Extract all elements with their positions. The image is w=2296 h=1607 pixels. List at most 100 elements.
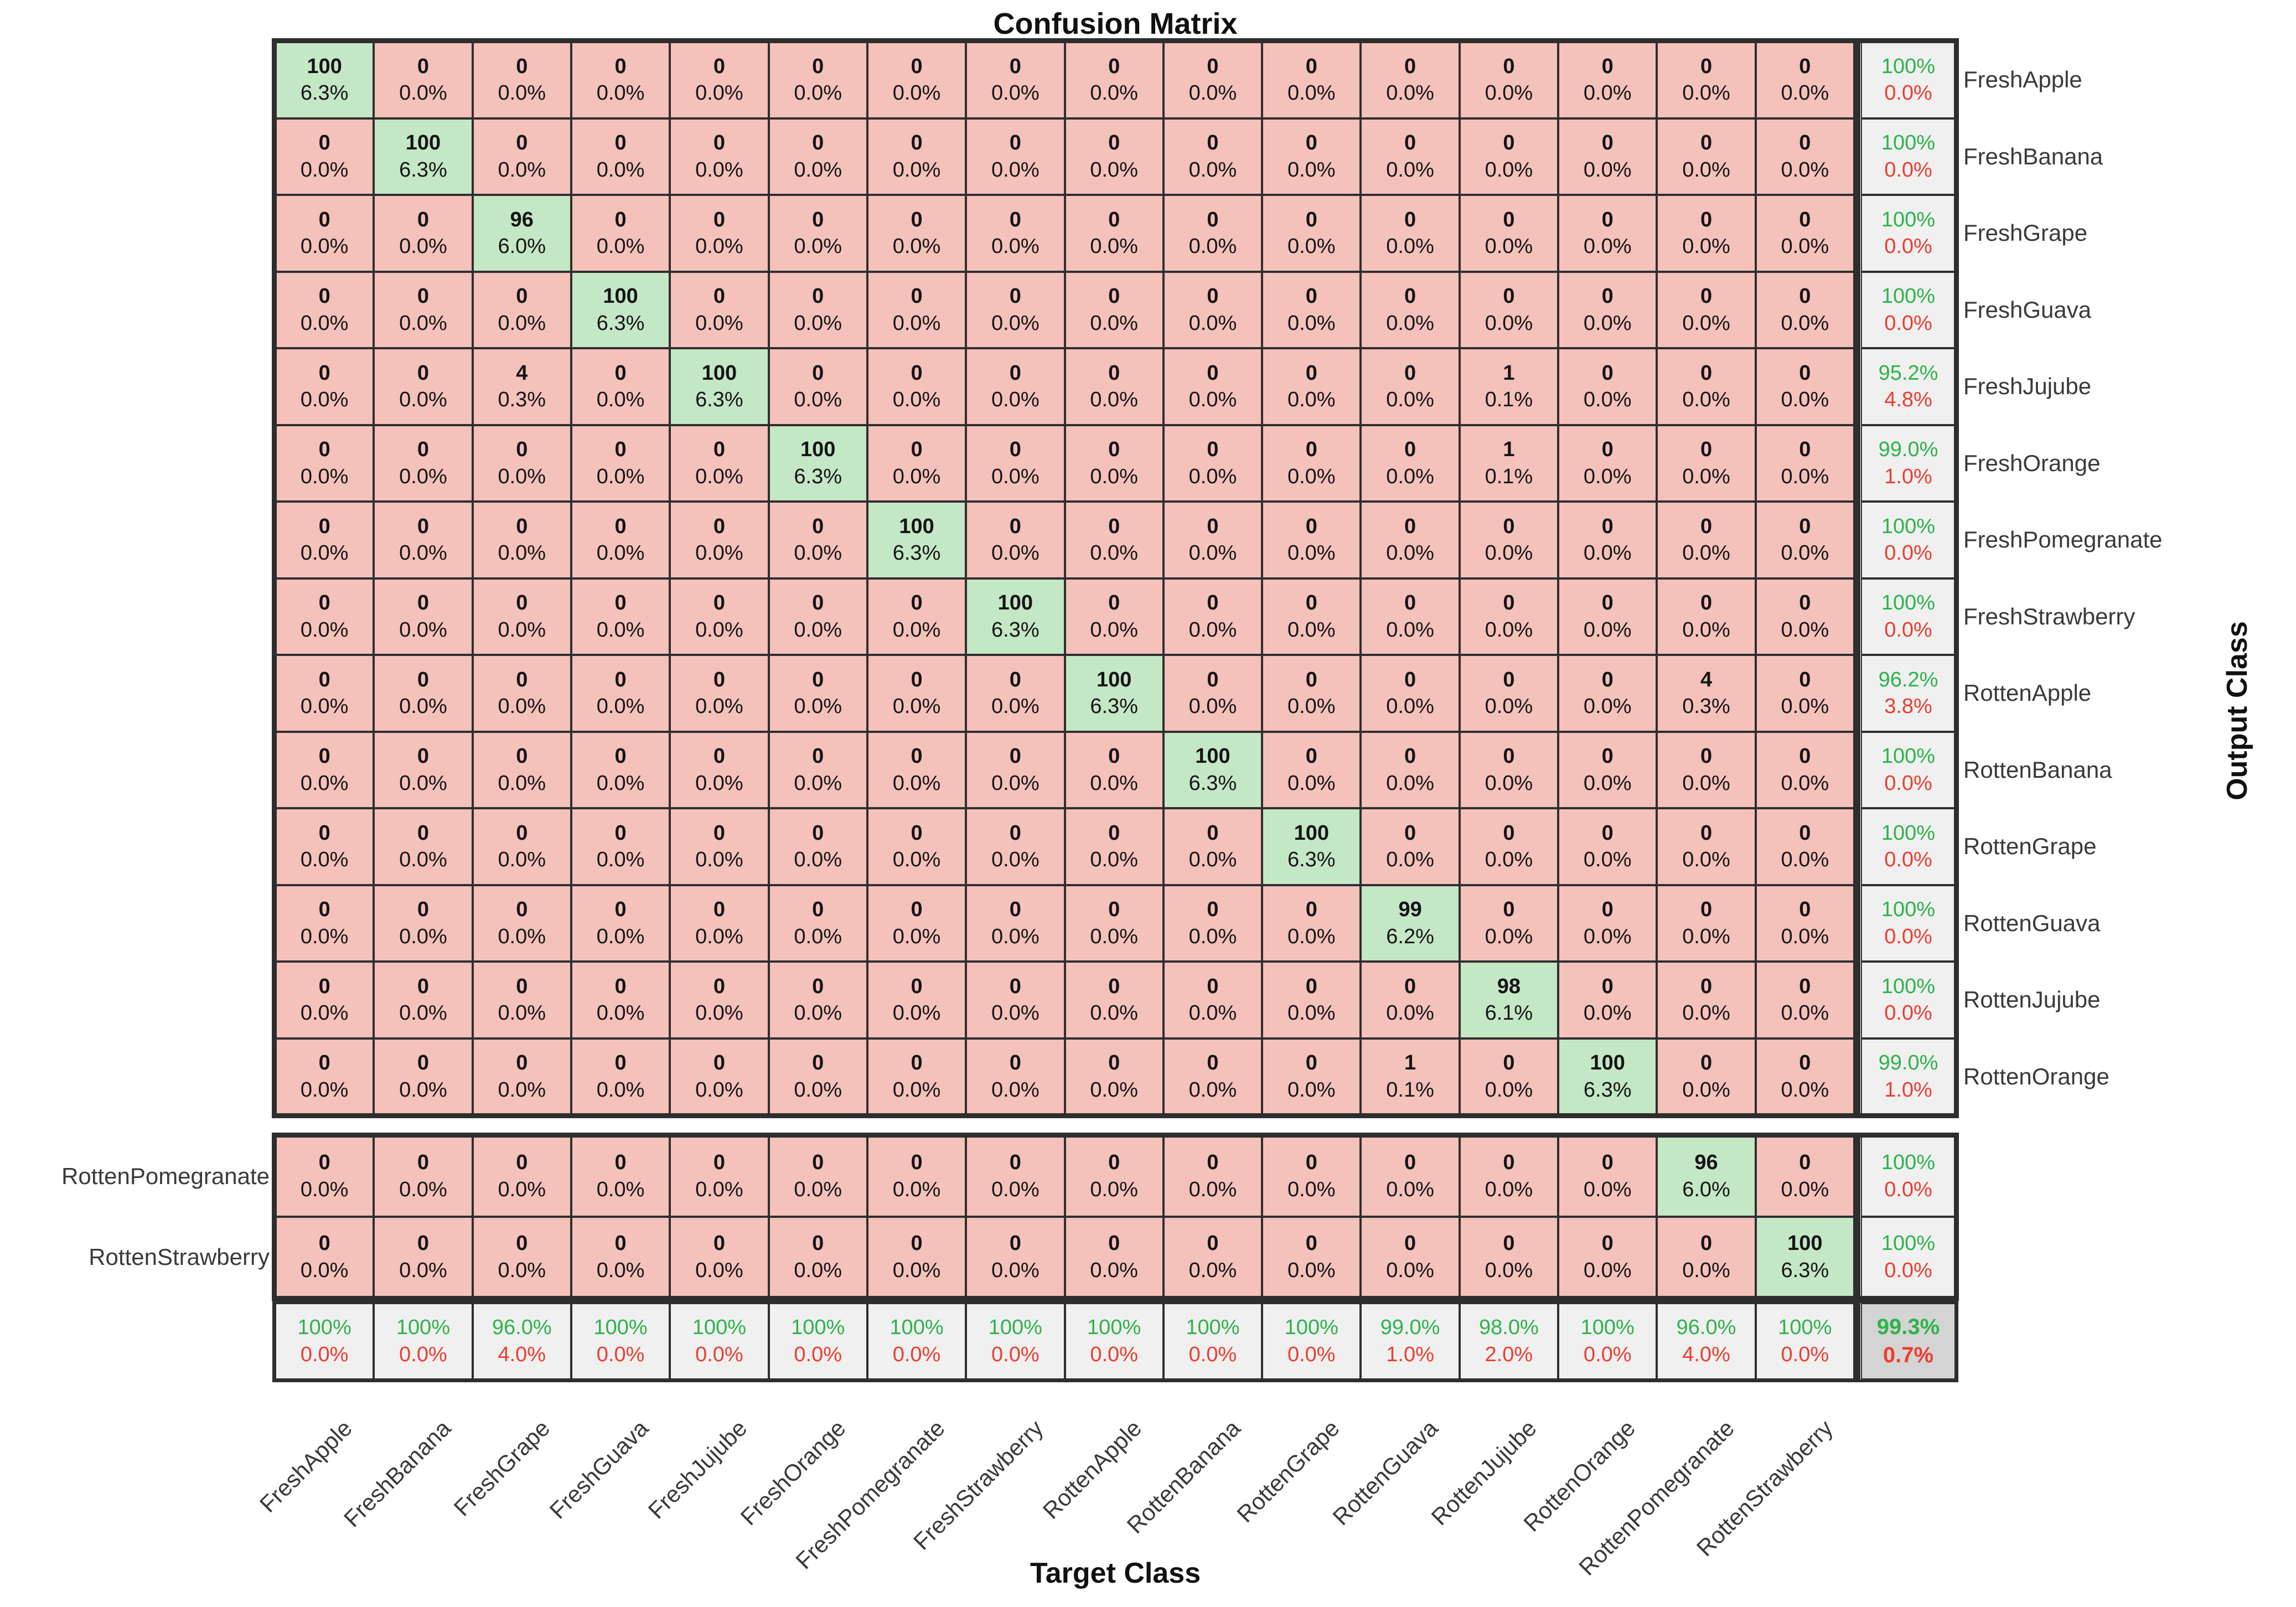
cell-percent: 0.0% <box>1682 235 1730 259</box>
cell-count: 0 <box>318 898 330 922</box>
matrix-cell: 0 0.0% <box>1163 118 1263 195</box>
cell-count: 0 <box>1108 131 1120 155</box>
matrix-cell: 0 0.0% <box>275 271 374 348</box>
cell-count: 0 <box>911 1051 923 1075</box>
cell-count: 0 <box>417 285 430 308</box>
cell-percent: 0.0% <box>399 1259 447 1282</box>
matrix-cell: 0 0.0% <box>1558 271 1657 348</box>
matrix-cell: 1 0.1% <box>1361 1038 1460 1115</box>
cell-percent: 0.0% <box>1884 1001 1932 1025</box>
matrix-cell: 0 0.0% <box>1163 195 1263 272</box>
cell-count: 0 <box>713 898 725 922</box>
cell-count: 0 <box>1009 821 1021 845</box>
cell-percent: 0.0% <box>695 848 743 872</box>
matrix-cell: 0 0.0% <box>670 1038 769 1115</box>
cell-count: 0 <box>713 591 725 615</box>
cell-percent: 6.1% <box>1485 1001 1533 1025</box>
matrix-cell: 0 0.0% <box>374 195 473 272</box>
matrix-cell: 0 0.0% <box>1755 731 1854 808</box>
col-summary-cell: 100% 0.0% <box>768 1303 867 1379</box>
cell-percent: 0.0% <box>1884 618 1932 642</box>
cell-count: 0 <box>1700 514 1713 538</box>
cell-percent: 0.0% <box>300 1178 349 1201</box>
cell-count: 0 <box>1009 361 1021 385</box>
matrix-cell: 0 0.0% <box>1064 502 1163 578</box>
cell-percent: 4.0% <box>1682 1343 1730 1366</box>
cell-percent: 0.0% <box>991 1078 1040 1102</box>
cell-count: 0 <box>1404 208 1416 231</box>
matrix-cell: 0 0.0% <box>1163 578 1263 655</box>
matrix-cell: 1 0.1% <box>1459 425 1559 502</box>
cell-percent: 0.0% <box>1090 924 1138 948</box>
cell-percent: 0.0% <box>991 158 1040 182</box>
matrix-cell: 0 0.0% <box>571 118 670 195</box>
cell-percent: 0.0% <box>596 235 645 259</box>
cell-percent: 0.0% <box>1090 1343 1138 1366</box>
cell-count: 0 <box>911 974 923 998</box>
matrix-cell: 0 0.0% <box>1262 885 1361 962</box>
cell-count: 0 <box>1305 745 1317 768</box>
cell-percent: 0.0% <box>1188 158 1237 182</box>
matrix-cell: 0 0.0% <box>571 195 670 272</box>
cell-count: 0 <box>318 745 330 768</box>
matrix-cell: 0 0.0% <box>472 42 571 118</box>
cell-percent: 0.0% <box>1188 1259 1237 1282</box>
cell-count: 0 <box>1207 1051 1219 1075</box>
cell-percent: 0.0% <box>498 1259 546 1282</box>
cell-percent: 0.0% <box>892 464 941 488</box>
cell-count: 0 <box>614 54 627 78</box>
cell-count: 0 <box>713 438 725 462</box>
matrix-cell: 0 0.0% <box>1262 195 1361 272</box>
cell-percent: 0.0% <box>1781 695 1829 719</box>
cell-percent: 0.0% <box>892 1178 941 1201</box>
col-summary-cell: 100% 0.0% <box>571 1303 670 1379</box>
matrix-cell: 0 0.0% <box>768 271 867 348</box>
cell-percent: 0.0% <box>1287 618 1336 642</box>
cell-count: 0 <box>614 898 627 922</box>
cell-count: 0 <box>516 1151 528 1175</box>
matrix-cell: 100 6.3% <box>1755 1217 1854 1298</box>
cell-count: 100% <box>297 1316 351 1340</box>
row-label-RottenPomegranate: RottenPomegranate <box>61 1163 270 1189</box>
matrix-cell: 0 0.0% <box>1459 731 1559 808</box>
cell-count: 0 <box>1700 974 1713 998</box>
cell-percent: 0.0% <box>1188 1178 1237 1201</box>
cell-count: 0 <box>1799 131 1811 155</box>
matrix-cell: 0 0.0% <box>1558 885 1657 962</box>
cell-count: 0 <box>1700 1051 1713 1075</box>
col-label-RottenApple: RottenApple <box>1038 1415 1147 1524</box>
matrix-cell: 0 0.0% <box>1755 271 1854 348</box>
row-summary-cell: 100% 0.0% <box>1861 42 1956 118</box>
cell-count: 0 <box>713 668 725 691</box>
cell-percent: 0.0% <box>1287 771 1336 795</box>
matrix-cell: 0 0.0% <box>275 655 374 732</box>
cell-percent: 0.0% <box>1781 1078 1829 1102</box>
cell-count: 100% <box>593 1316 648 1340</box>
matrix-cell: 0 0.0% <box>472 578 571 655</box>
cell-percent: 0.0% <box>991 771 1040 795</box>
matrix-cell: 0 0.0% <box>1459 195 1559 272</box>
cell-percent: 0.0% <box>1485 158 1533 182</box>
matrix-cell: 0 0.0% <box>966 118 1065 195</box>
matrix-cell: 0 0.0% <box>1361 118 1460 195</box>
matrix-cell: 0 0.0% <box>1064 885 1163 962</box>
cell-count: 100% <box>1881 514 1936 538</box>
cell-count: 0 <box>318 361 330 385</box>
cell-count: 0 <box>1305 131 1317 155</box>
cell-count: 0 <box>911 591 923 615</box>
cell-count: 100% <box>1881 208 1936 231</box>
cell-count: 98 <box>1497 974 1521 998</box>
col-label-FreshApple: FreshApple <box>255 1415 358 1518</box>
matrix-cell: 0 0.0% <box>670 578 769 655</box>
cell-percent: 0.0% <box>1884 311 1932 335</box>
matrix-cell: 0 0.0% <box>571 808 670 885</box>
matrix-cell: 0 0.0% <box>1657 502 1756 578</box>
cell-count: 0 <box>318 1051 330 1075</box>
cell-count: 0 <box>1404 285 1416 308</box>
cell-percent: 6.3% <box>596 311 645 335</box>
cell-count: 96.0% <box>1676 1316 1736 1340</box>
matrix-cell: 0 0.0% <box>374 425 473 502</box>
cell-count: 0 <box>516 1051 528 1075</box>
matrix-cell: 0 0.0% <box>1755 348 1854 425</box>
